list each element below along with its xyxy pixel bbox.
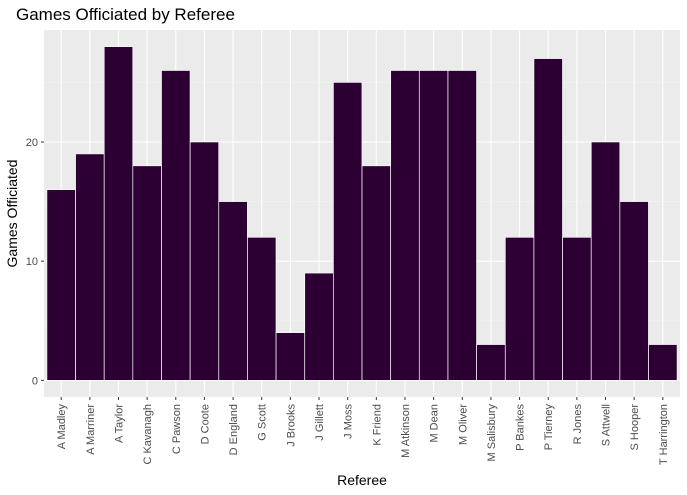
bar-m-atkinson <box>390 70 420 381</box>
x-tick-label: P Tierney <box>543 404 555 451</box>
bar-s-hooper <box>619 201 649 381</box>
x-tick-label: G Scott <box>257 404 269 441</box>
bar-s-attwell <box>590 141 621 381</box>
bar-j-brooks <box>275 332 305 381</box>
bar-m-dean <box>419 70 449 381</box>
bar-a-madley <box>46 189 76 381</box>
x-tick-label: D Coote <box>199 404 211 444</box>
x-tick-label: A Madley <box>56 404 68 450</box>
y-tick-label: 20 <box>26 137 38 149</box>
y-tick-label: 0 <box>32 375 38 387</box>
bar-r-jones <box>562 237 592 381</box>
x-tick-label: A Marriner <box>85 404 97 455</box>
x-tick-label: S Attwell <box>601 404 613 446</box>
bar-j-moss <box>333 82 363 381</box>
bars <box>46 46 678 381</box>
x-tick-label: M Dean <box>429 404 441 443</box>
bar-g-scott <box>247 237 277 381</box>
y-axis: 0 10 20 <box>26 137 44 387</box>
x-tick-label: R Jones <box>572 404 584 445</box>
y-tick-label: 10 <box>26 256 38 268</box>
x-tick-label: M Salisbury <box>486 404 498 462</box>
x-tick-label: K Friend <box>371 404 383 446</box>
x-axis-title: Referee <box>337 472 387 488</box>
x-tick-label: A Taylor <box>113 404 125 443</box>
bar-d-england <box>218 201 248 381</box>
x-tick-label: J Gillett <box>314 404 326 441</box>
x-tick-label: S Hooper <box>629 404 641 451</box>
x-axis: A Madley A Marriner A Taylor C Kavanagh C Pa… <box>56 397 670 465</box>
bar-c-kavanagh <box>132 165 162 381</box>
bar-k-friend <box>361 165 391 381</box>
bar-c-pawson <box>161 70 191 381</box>
x-tick-label: J Moss <box>343 404 355 439</box>
y-axis-title: Games Officiated <box>4 160 20 268</box>
x-tick-label: C Pawson <box>171 404 183 454</box>
x-tick-label: T Harrington <box>658 404 670 465</box>
chart-title: Games Officiated by Referee <box>16 5 235 24</box>
bar-t-harrington <box>648 344 678 381</box>
bar-m-salisbury <box>476 344 506 381</box>
bar-p-bankes <box>505 237 535 381</box>
x-tick-label: D England <box>228 404 240 455</box>
x-tick-label: P Bankes <box>515 404 527 451</box>
x-tick-label: M Atkinson <box>400 404 412 458</box>
bar-d-coote <box>189 141 219 381</box>
bar-a-marriner <box>75 153 105 381</box>
x-tick-label: C Kavanagh <box>142 404 154 465</box>
bar-m-oliver <box>447 70 477 381</box>
x-tick-label: J Brooks <box>285 404 297 447</box>
bar-j-gillett <box>304 272 334 381</box>
bar-a-taylor <box>103 46 134 381</box>
bar-p-tierney <box>533 58 563 381</box>
x-tick-label: M Oliver <box>457 404 469 445</box>
